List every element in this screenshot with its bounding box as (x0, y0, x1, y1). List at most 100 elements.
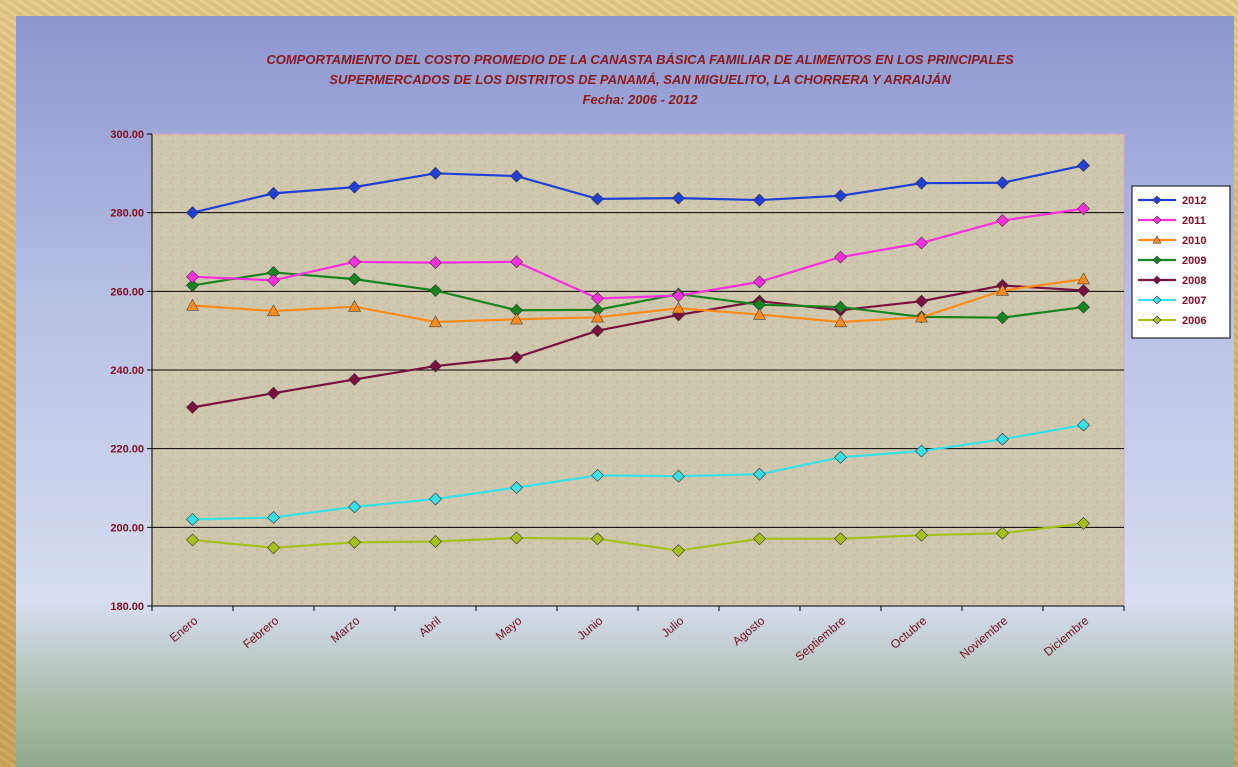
data-point-2007 (348, 500, 361, 514)
data-point-2010 (833, 315, 848, 328)
series-line-2011 (192, 207, 1084, 300)
data-point-2011 (591, 291, 604, 305)
data-point-2012 (429, 166, 442, 180)
y-tick-label: 240.00 (110, 365, 144, 377)
data-point-2007 (1077, 418, 1090, 432)
data-point-2007 (996, 432, 1009, 446)
data-point-2007 (429, 492, 442, 506)
gridlines (152, 212, 1124, 528)
data-point-2009 (996, 311, 1009, 325)
data-point-2006 (996, 526, 1009, 540)
data-point-2010 (590, 310, 605, 323)
series-line-2010 (192, 278, 1084, 324)
data-point-2011 (996, 214, 1009, 227)
data-point-2012 (834, 189, 847, 203)
data-point-2010 (914, 310, 929, 323)
legend-marker-2009 (1152, 255, 1162, 265)
data-point-2012 (996, 176, 1009, 190)
data-point-2011 (267, 273, 280, 287)
chart-title-line-1: COMPORTAMIENTO DEL COSTO PROMEDIO DE LA … (266, 52, 1014, 67)
data-point-2012 (267, 186, 280, 200)
data-point-2010 (428, 315, 443, 328)
data-point-2011 (429, 256, 442, 270)
chart-subtitle-date: Fecha: 2006 - 2012 (583, 92, 699, 107)
legend-label-2009: 2009 (1182, 255, 1206, 267)
series-2006 (186, 516, 1090, 557)
data-point-2011 (510, 255, 523, 269)
data-point-2009 (834, 300, 847, 314)
data-point-2009 (348, 272, 361, 286)
data-point-2009 (429, 284, 442, 297)
legend-marker-2011 (1152, 215, 1162, 225)
series-2009 (186, 266, 1090, 325)
series-2012 (186, 159, 1090, 220)
data-point-2010 (671, 301, 686, 314)
data-point-2007 (915, 444, 928, 458)
data-point-2011 (753, 275, 766, 289)
legend-marker-2012 (1152, 195, 1162, 205)
data-point-2008 (591, 324, 604, 338)
series-line-2012 (192, 164, 1084, 214)
data-point-2007 (267, 511, 280, 524)
x-tick-label: Agosto (730, 613, 768, 648)
data-point-2006 (753, 532, 766, 546)
data-point-2006 (429, 535, 442, 548)
legend-label-2006: 2006 (1182, 315, 1206, 327)
series-line-2007 (192, 423, 1084, 521)
data-point-2008 (348, 373, 361, 386)
legend-marker-2008 (1152, 275, 1162, 285)
data-point-2006 (1077, 516, 1090, 530)
data-point-2006 (591, 532, 604, 546)
x-tick-label: Septiembre (792, 613, 848, 663)
data-point-2010 (185, 298, 200, 311)
legend: 2012 2011 2010 2009 2008 2007 2006 (1131, 185, 1231, 339)
series-line-2006 (192, 522, 1084, 552)
data-point-2008 (429, 359, 442, 373)
data-point-2006 (510, 531, 523, 545)
data-point-2006 (186, 533, 199, 547)
series-2011 (186, 202, 1090, 305)
x-tick-label: Mayo (493, 613, 525, 643)
data-point-2012 (510, 169, 523, 183)
data-point-2009 (186, 279, 199, 292)
y-tick-label: 260.00 (110, 286, 144, 298)
data-point-2010 (266, 304, 281, 317)
x-tick-label: Enero (167, 613, 201, 645)
x-tick-label: Abril (416, 614, 443, 640)
x-tick-label: Julio (659, 613, 687, 640)
y-tick-label: 300.00 (110, 129, 144, 141)
data-point-2008 (186, 400, 199, 414)
data-point-2011 (186, 270, 199, 284)
data-point-2011 (348, 255, 361, 269)
legend-marker-2010 (1152, 235, 1162, 244)
data-point-2011 (672, 289, 685, 303)
legend-label-2011: 2011 (1182, 215, 1206, 227)
data-point-2012 (186, 206, 199, 220)
data-point-2012 (1077, 159, 1090, 172)
data-point-2010 (752, 307, 767, 320)
data-point-2012 (915, 176, 928, 190)
y-tick-label: 280.00 (110, 208, 144, 220)
data-point-2008 (1077, 284, 1090, 297)
data-point-2012 (672, 191, 685, 205)
data-point-2007 (591, 468, 604, 482)
data-point-2008 (510, 350, 523, 364)
data-point-2012 (753, 193, 766, 207)
x-tick-label: Octubre (888, 613, 930, 651)
data-point-2007 (672, 469, 685, 483)
legend-label-2007: 2007 (1182, 295, 1206, 307)
legend-label-2008: 2008 (1182, 275, 1206, 287)
data-point-2011 (834, 250, 847, 264)
x-tick-label: Noviembre (957, 613, 1011, 661)
data-point-2007 (510, 481, 523, 495)
legend-box (1131, 185, 1231, 339)
data-point-2010 (509, 312, 524, 325)
legend-marker-2007 (1152, 295, 1162, 305)
data-point-2006 (267, 541, 280, 555)
data-point-2011 (1077, 202, 1090, 216)
x-tick-label: Junio (574, 613, 605, 642)
data-point-2012 (348, 180, 361, 194)
x-tick-label: Marzo (328, 613, 363, 645)
series-2010 (185, 272, 1091, 328)
